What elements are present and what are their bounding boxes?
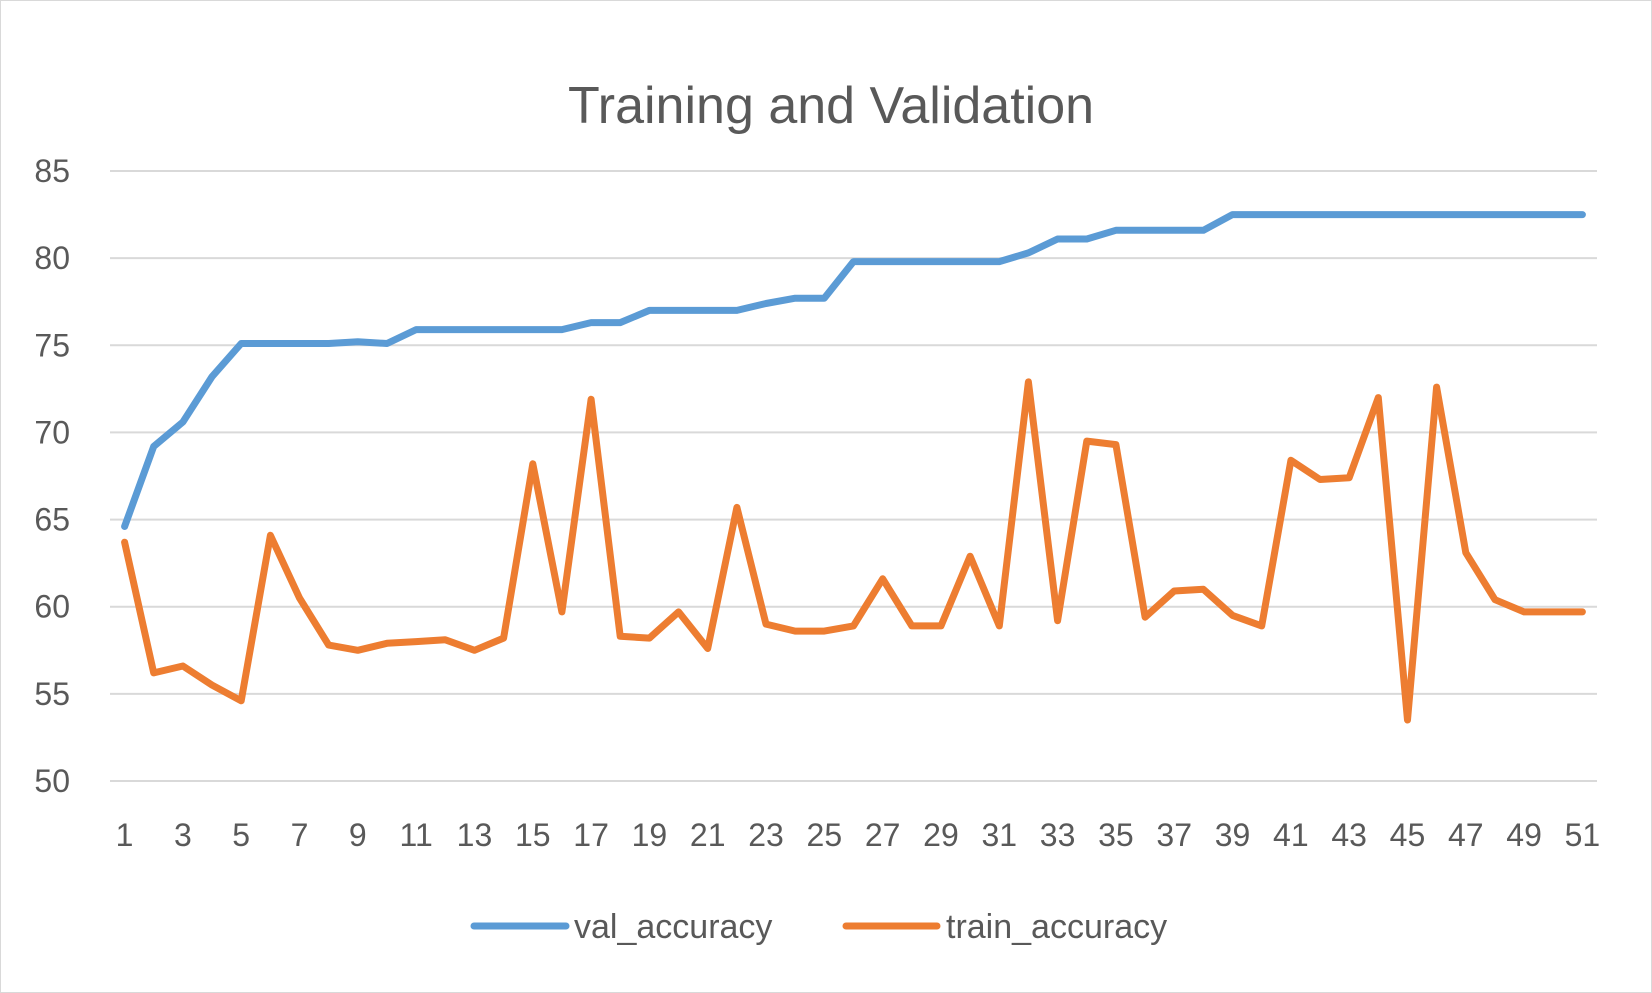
y-tick-label: 60 xyxy=(34,589,70,625)
x-tick-label: 1 xyxy=(116,817,134,853)
series-lines xyxy=(121,211,1586,724)
x-tick-label: 25 xyxy=(807,817,843,853)
x-tick-label: 9 xyxy=(349,817,367,853)
x-tick-label: 33 xyxy=(1040,817,1076,853)
x-tick-label: 41 xyxy=(1273,817,1309,853)
chart-title: Training and Validation xyxy=(568,77,1094,135)
y-axis-ticks: 50 55 60 65 70 75 80 85 xyxy=(34,153,70,799)
x-tick-label: 21 xyxy=(690,817,726,853)
x-tick-label: 13 xyxy=(457,817,493,853)
x-tick-label: 15 xyxy=(515,817,551,853)
x-tick-label: 47 xyxy=(1448,817,1484,853)
x-tick-label: 3 xyxy=(174,817,192,853)
y-tick-label: 75 xyxy=(34,327,70,363)
y-tick-label: 80 xyxy=(34,240,70,276)
x-tick-label: 23 xyxy=(748,817,784,853)
x-tick-label: 7 xyxy=(291,817,309,853)
x-tick-label: 31 xyxy=(981,817,1017,853)
x-axis-ticks: 1 3 5 7 9 11 13 15 17 19 21 23 25 27 29 31 33 35 37 39 41 43 4… xyxy=(116,817,1601,853)
x-tick-label: 45 xyxy=(1390,817,1426,853)
x-tick-label: 43 xyxy=(1331,817,1367,853)
legend-label-train-accuracy: train_accuracy xyxy=(946,908,1167,946)
x-tick-label: 27 xyxy=(865,817,901,853)
y-tick-label: 70 xyxy=(34,414,70,450)
x-tick-label: 17 xyxy=(573,817,609,853)
x-tick-label: 35 xyxy=(1098,817,1134,853)
y-tick-label: 55 xyxy=(34,676,70,712)
gridlines xyxy=(110,170,1597,782)
y-tick-label: 85 xyxy=(34,153,70,189)
x-tick-label: 19 xyxy=(632,817,668,853)
x-tick-label: 29 xyxy=(923,817,959,853)
x-tick-label: 49 xyxy=(1506,817,1542,853)
series-line-train-accuracy xyxy=(121,378,1586,724)
y-tick-label: 50 xyxy=(34,763,70,799)
x-tick-label: 5 xyxy=(232,817,250,853)
series-line-val-accuracy xyxy=(121,211,1586,530)
x-tick-label: 37 xyxy=(1156,817,1192,853)
x-tick-label: 39 xyxy=(1215,817,1251,853)
legend-label-val-accuracy: val_accuracy xyxy=(574,908,772,946)
legend: val_accuracy train_accuracy xyxy=(470,908,1167,946)
y-tick-label: 65 xyxy=(34,502,70,538)
x-tick-label: 11 xyxy=(400,817,433,853)
x-tick-label: 51 xyxy=(1565,817,1601,853)
